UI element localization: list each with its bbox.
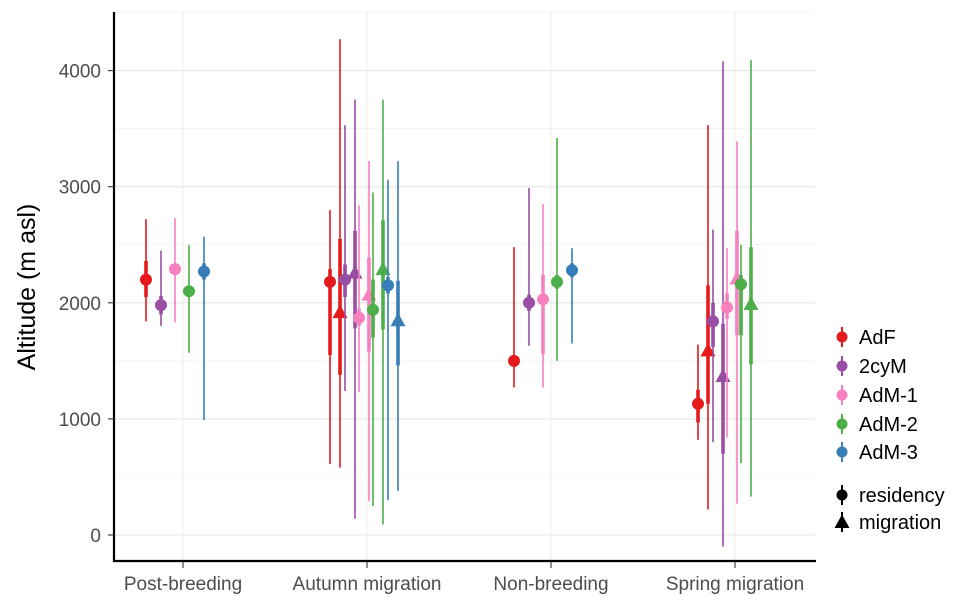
legend-item-adf: AdF — [836, 327, 896, 349]
point-post-breeding-2cym-residency — [155, 250, 167, 327]
point-autumn-migration-adm-3-migration — [390, 161, 406, 491]
point-spring-migration-adf-residency — [692, 344, 704, 440]
data-points — [140, 39, 759, 547]
residency-marker — [353, 311, 365, 324]
residency-marker — [324, 275, 336, 288]
residency-marker — [198, 265, 210, 278]
y-tick-label: 3000 — [59, 178, 101, 199]
residency-marker — [183, 285, 195, 298]
migration-marker — [743, 296, 759, 310]
migration-marker — [375, 261, 391, 276]
legend: AdF 2cyM AdM-1 AdM-2 AdM-3 residency migration — [834, 327, 945, 534]
point-non-breeding-2cym-residency — [523, 187, 535, 346]
x-tick-label-spring-migration: Spring migration — [666, 574, 804, 595]
residency-marker — [339, 273, 351, 286]
point-post-breeding-adm-1-residency — [169, 218, 181, 323]
legend-item-adm-3: AdM-3 — [836, 442, 918, 464]
residency-marker — [721, 301, 733, 314]
x-tick-label-autumn-migration: Autumn migration — [293, 574, 442, 595]
residency-marker — [537, 293, 549, 306]
residency-marker — [551, 275, 563, 288]
point-non-breeding-adf-residency — [508, 247, 520, 388]
point-autumn-migration-adm-1-residency — [353, 205, 365, 393]
x-tick-label-post-breeding: Post-breeding — [124, 574, 242, 595]
legend-label: AdM-2 — [859, 414, 918, 436]
legend-item-residency: residency — [836, 485, 945, 507]
y-tick-label: 4000 — [59, 62, 101, 83]
legend-key-dot — [836, 446, 848, 458]
legend-label: AdF — [859, 327, 896, 349]
residency-marker — [735, 278, 747, 291]
legend-label: 2cyM — [859, 356, 907, 378]
legend-item-adm-1: AdM-1 — [836, 385, 918, 407]
residency-marker — [692, 397, 704, 410]
legend-label: AdM-3 — [859, 442, 918, 464]
point-autumn-migration-adf-migration — [332, 39, 348, 468]
residency-marker — [566, 264, 578, 277]
point-autumn-migration-adm-2-migration — [375, 99, 391, 525]
gridlines — [114, 12, 815, 561]
legend-item-2cym: 2cyM — [836, 356, 907, 378]
migration-marker — [715, 368, 731, 382]
migration-marker — [332, 304, 348, 319]
y-tick-label: 0 — [90, 526, 101, 547]
y-axis-ticks: 0 1000 2000 3000 4000 — [59, 62, 114, 547]
legend-key-dot — [836, 418, 848, 430]
residency-marker — [382, 279, 394, 292]
residency-marker — [508, 354, 520, 367]
legend-key-triangle — [834, 514, 850, 528]
point-non-breeding-adm-3-residency — [566, 248, 578, 344]
residency-marker — [140, 273, 152, 286]
residency-marker — [155, 299, 167, 312]
x-axis-ticks: Post-breeding Autumn migration Non-breedin… — [124, 562, 804, 595]
migration-marker — [347, 265, 363, 279]
residency-marker — [707, 315, 719, 328]
residency-marker — [169, 263, 181, 276]
point-autumn-migration-adf-residency — [324, 209, 336, 465]
y-tick-label: 1000 — [59, 410, 101, 431]
point-post-breeding-adf-residency — [140, 219, 152, 322]
y-axis-title: Altitude (m asl) — [13, 204, 41, 371]
residency-marker — [523, 296, 535, 309]
point-spring-migration-adm-2-migration — [743, 60, 759, 497]
legend-item-adm-2: AdM-2 — [836, 414, 918, 436]
point-autumn-migration-adm-3-residency — [382, 179, 394, 501]
point-spring-migration-2cym-residency — [707, 229, 719, 443]
legend-key-circle — [836, 489, 848, 501]
point-autumn-migration-adm-2-residency — [367, 192, 379, 506]
migration-marker — [700, 342, 716, 357]
legend-label: migration — [859, 512, 941, 534]
point-non-breeding-adm-2-residency — [551, 137, 563, 361]
legend-label: AdM-1 — [859, 385, 918, 407]
point-spring-migration-adm-1-residency — [721, 248, 733, 438]
migration-marker — [390, 312, 406, 327]
point-spring-migration-adm-2-residency — [735, 244, 747, 464]
point-autumn-migration-2cym-residency — [339, 125, 351, 392]
legend-label: residency — [859, 485, 945, 507]
point-non-breeding-adm-1-residency — [537, 204, 549, 388]
point-post-breeding-adm-3-residency — [198, 236, 210, 421]
point-post-breeding-adm-2-residency — [183, 244, 195, 353]
x-tick-label-non-breeding: Non-breeding — [493, 574, 608, 595]
point-spring-migration-adf-migration — [700, 125, 716, 510]
legend-key-dot — [836, 331, 848, 343]
residency-marker — [367, 303, 379, 316]
legend-key-dot — [836, 360, 848, 372]
legend-key-dot — [836, 389, 848, 401]
legend-item-migration: migration — [834, 512, 941, 534]
y-tick-label: 2000 — [59, 294, 101, 315]
